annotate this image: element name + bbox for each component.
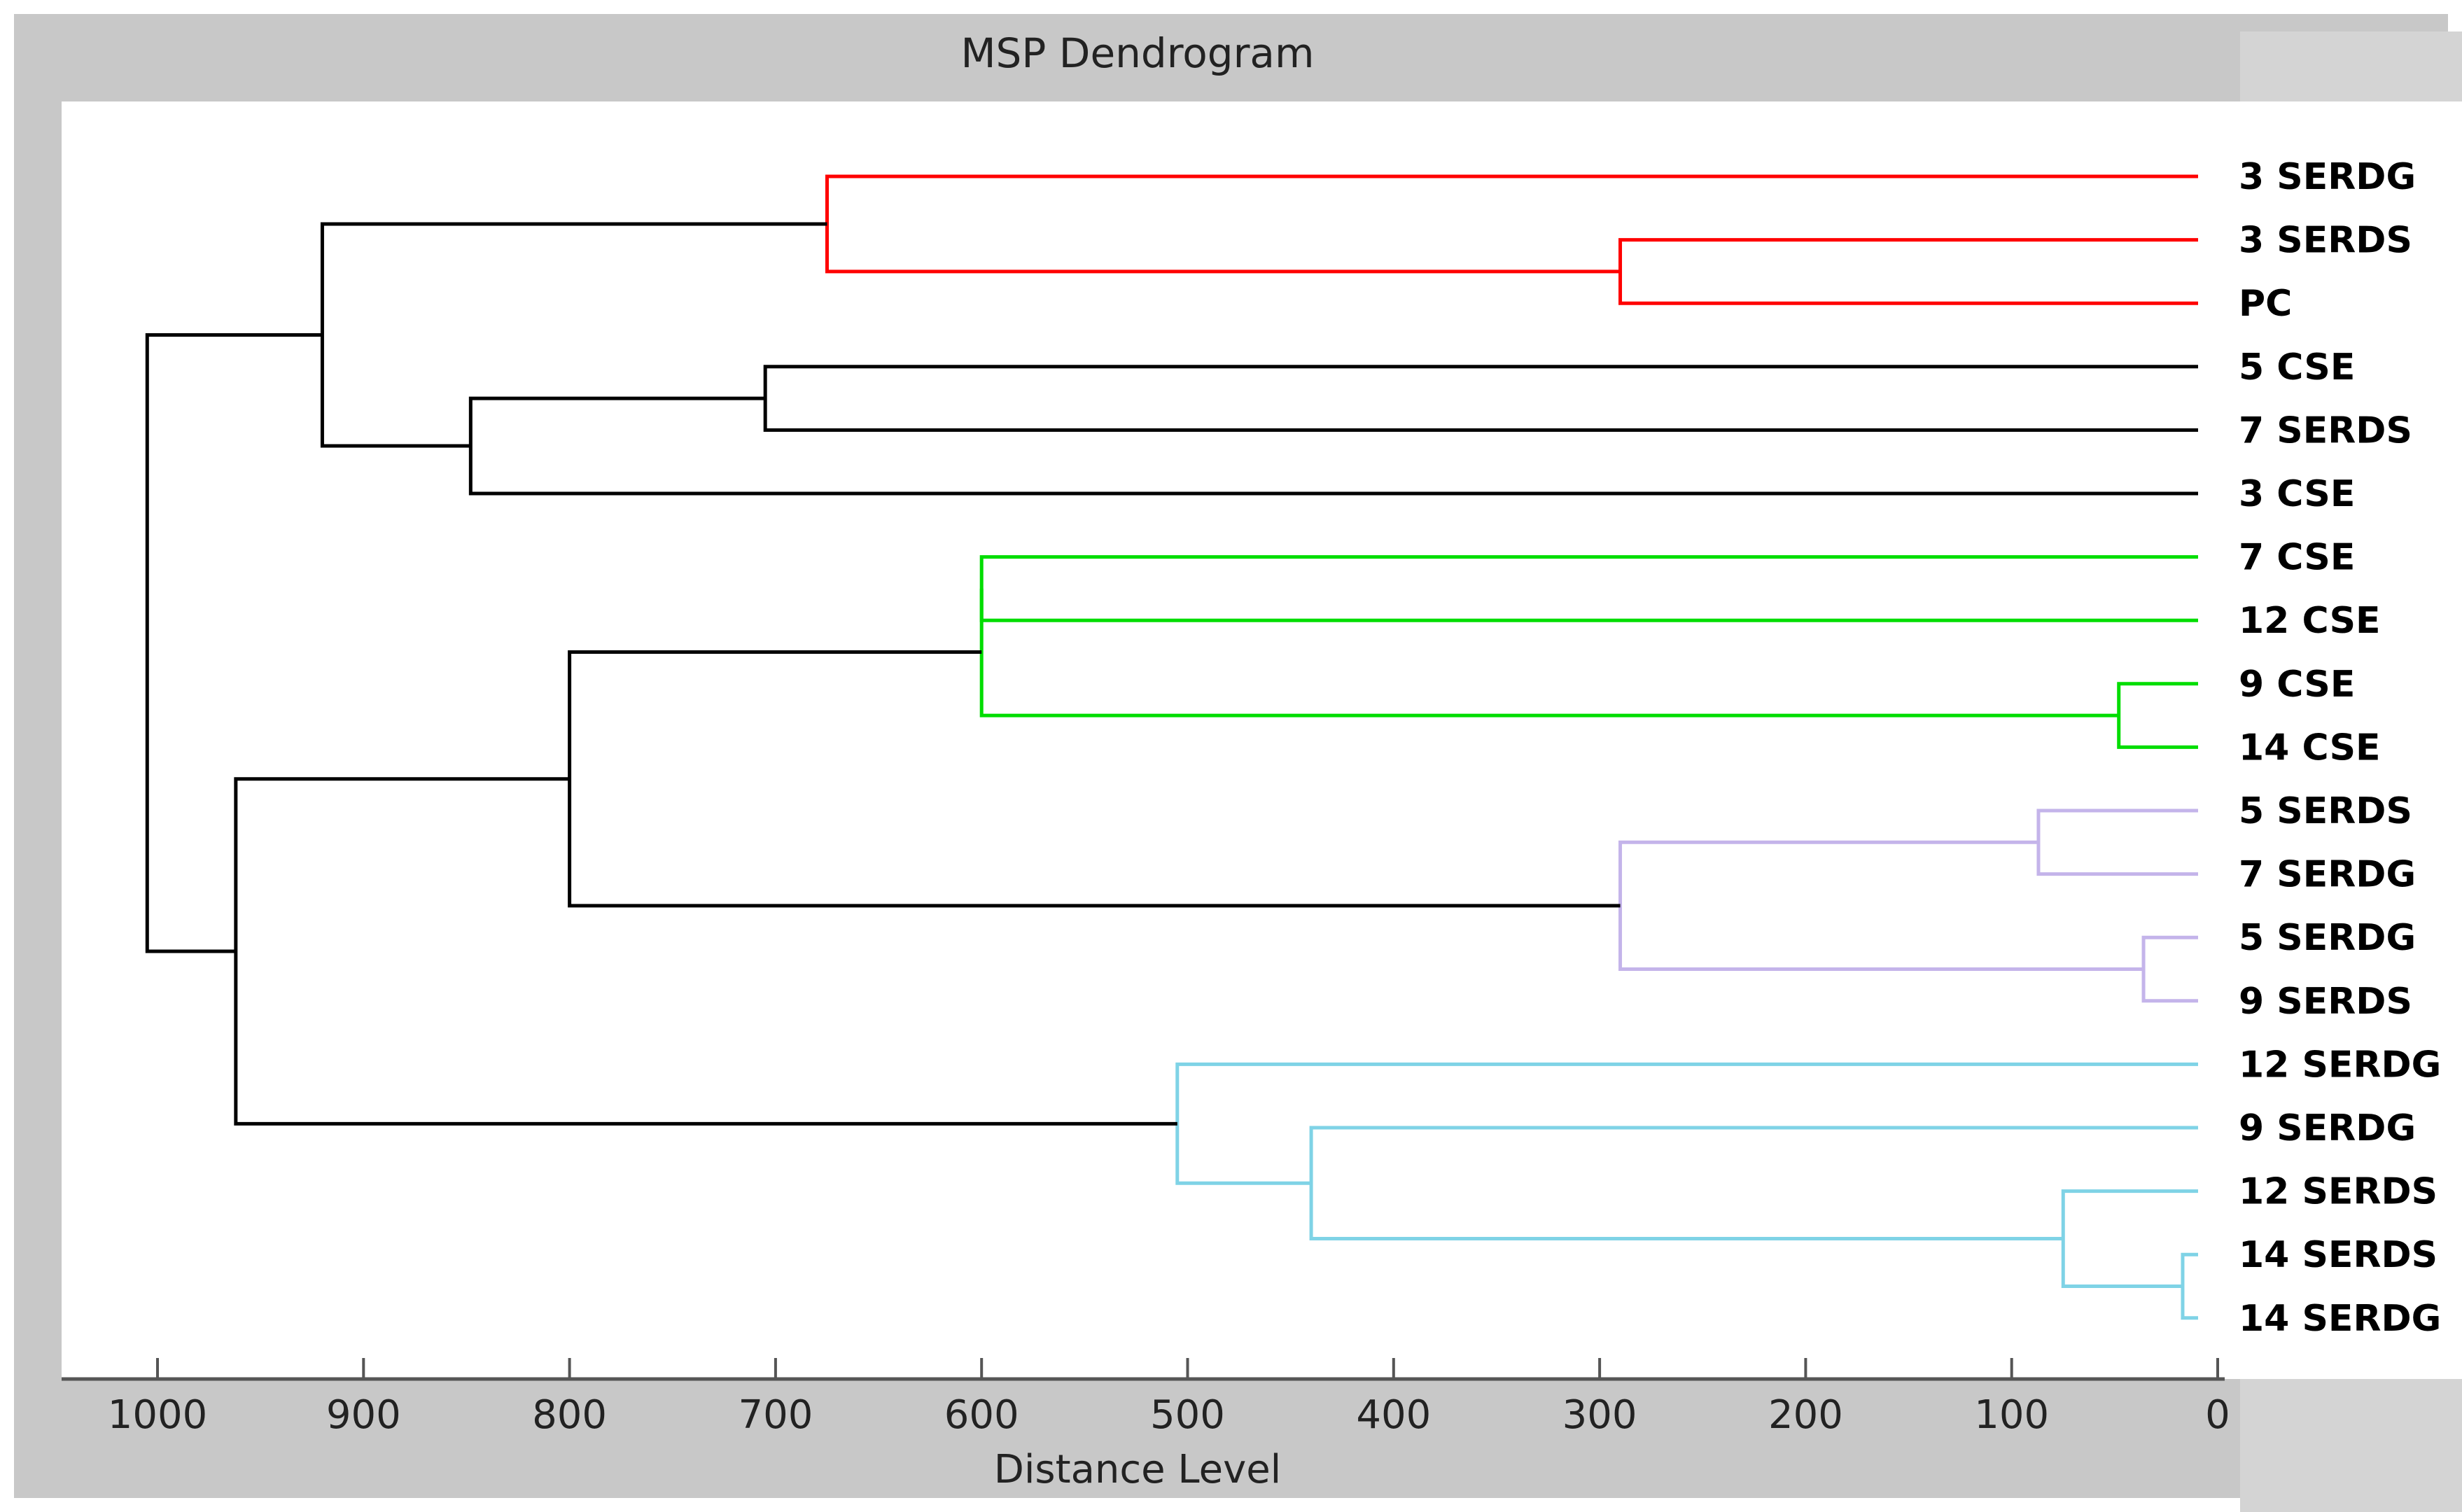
leaf-label: 9 CSE	[2239, 664, 2355, 706]
leaf-label: 5 CSE	[2239, 346, 2355, 388]
x-axis-label: Distance Level	[994, 1447, 1281, 1492]
x-tick-label: 100	[1974, 1392, 2049, 1438]
x-tick-label: 1000	[108, 1392, 208, 1438]
leaf-label: 12 CSE	[2239, 600, 2381, 642]
leaf-label: 14 CSE	[2239, 727, 2381, 769]
leaf-labels: 3 SERDG 3 SERDS PC 5 CSE 7 SERDS 3 CSE 7 CSE 12…	[2239, 156, 2441, 1340]
leaf-label: 3 SERDS	[2239, 220, 2412, 262]
leaf-label: 9 SERDG	[2239, 1107, 2416, 1149]
leaf-label: 3 CSE	[2239, 473, 2355, 515]
dendrogram-link	[979, 588, 2119, 718]
leaf-label: 9 SERDS	[2239, 981, 2412, 1023]
dendrogram-link	[2117, 682, 2198, 749]
leaf-label: 12 SERDS	[2239, 1171, 2437, 1213]
dendrogram-link	[1175, 1062, 2198, 1185]
x-axis-ticks: 1000 900 800 700 600 500 400 300 200 100 0	[108, 1358, 2230, 1438]
x-tick-label: 800	[532, 1392, 607, 1438]
plot-area	[62, 102, 2225, 1379]
leaf-label-panel	[2225, 102, 2462, 1379]
leaf-label: 14 SERDG	[2239, 1298, 2441, 1340]
leaf-label: 5 SERDG	[2239, 917, 2416, 959]
x-tick-label: 400	[1356, 1392, 1431, 1438]
x-tick-label: 0	[2205, 1392, 2230, 1438]
leaf-label: 3 SERDG	[2239, 156, 2416, 198]
dendrogram-link	[2181, 1252, 2198, 1320]
x-tick-label: 300	[1562, 1392, 1637, 1438]
leaf-label: PC	[2239, 283, 2292, 325]
leaf-label: 12 SERDG	[2239, 1044, 2441, 1086]
x-tick-label: 700	[738, 1392, 813, 1438]
x-tick-label: 500	[1150, 1392, 1225, 1438]
leaf-label: 14 SERDS	[2239, 1234, 2437, 1276]
leaf-label: 7 SERDS	[2239, 410, 2412, 451]
x-tick-label: 600	[944, 1392, 1019, 1438]
leaf-label: 7 SERDG	[2239, 854, 2416, 896]
dendrogram-link	[2036, 808, 2198, 876]
leaf-label: 5 SERDS	[2239, 790, 2412, 832]
dendrogram-link	[145, 333, 323, 953]
x-tick-label: 900	[326, 1392, 401, 1438]
dendrogram-links	[145, 174, 2198, 1320]
chart-title: MSP Dendrogram	[961, 29, 1315, 77]
dendrogram-link	[763, 365, 2198, 432]
leaf-label: 7 CSE	[2239, 537, 2355, 579]
x-tick-label: 200	[1768, 1392, 1843, 1438]
